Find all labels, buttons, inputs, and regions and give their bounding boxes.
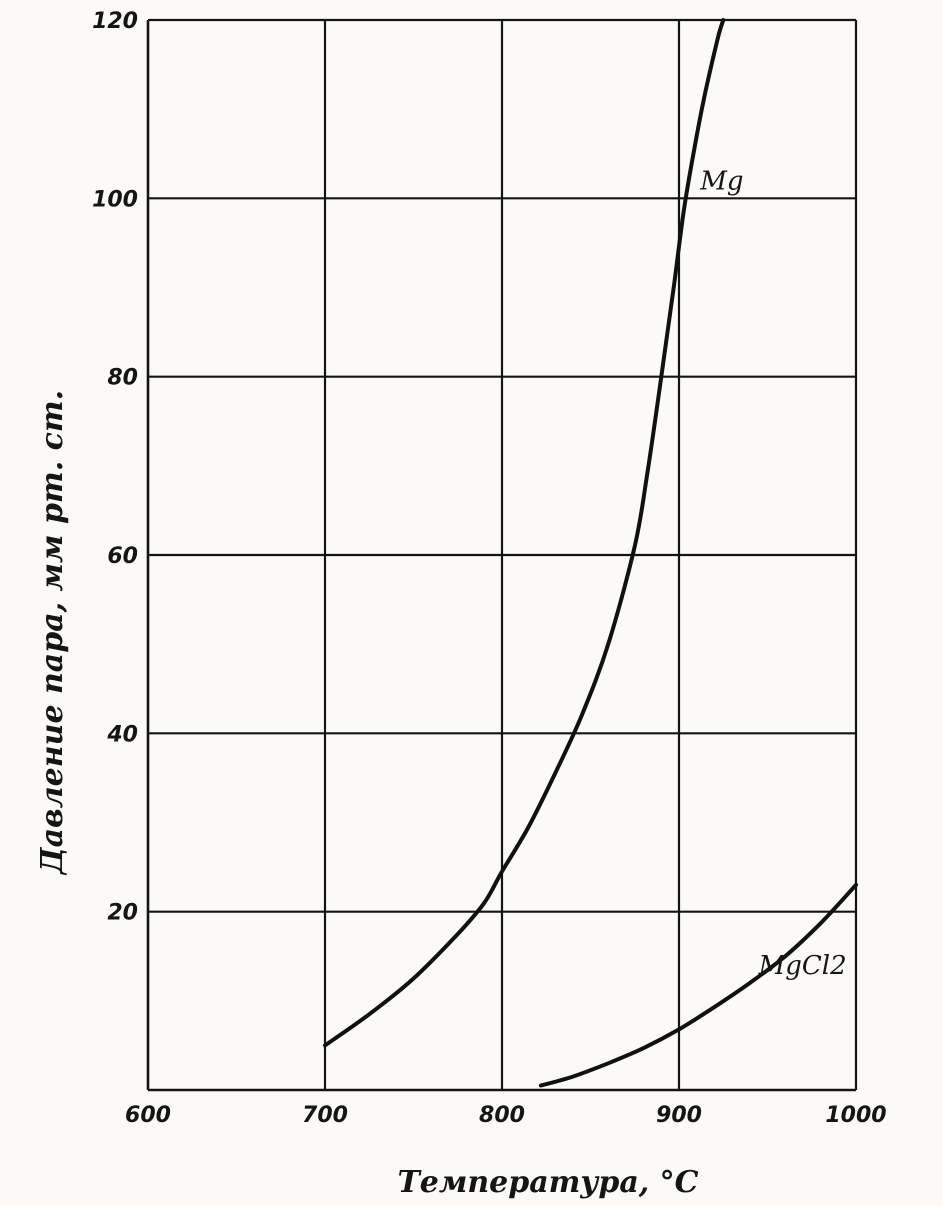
x-axis-title: Температура, °С <box>397 1165 698 1200</box>
axes <box>146 20 856 1092</box>
series-line-mgcl2 <box>538 882 858 1088</box>
series-labels: Mg MgCl2 <box>699 166 846 981</box>
x-tick-label: 600 <box>125 1103 171 1128</box>
x-tick-label: 800 <box>479 1103 525 1128</box>
series <box>323 18 858 1088</box>
y-axis-title: Давление пара, мм рт. ст. <box>35 390 70 876</box>
series-label-mg: Mg <box>699 166 743 196</box>
x-tick-label: 1000 <box>825 1103 886 1128</box>
series-label-mgcl2: MgCl2 <box>758 951 847 981</box>
y-tick-label: 80 <box>107 366 138 391</box>
grid <box>148 18 858 1090</box>
y-tick-label: 20 <box>107 901 138 926</box>
tick-labels: 600 700 800 900 1000 20 40 60 80 100 120 <box>92 9 887 1128</box>
x-tick-label: 900 <box>656 1103 702 1128</box>
y-tick-label: 120 <box>92 9 138 34</box>
y-tick-label: 100 <box>92 187 138 212</box>
series-line-mg <box>323 18 726 1048</box>
y-tick-label: 60 <box>107 544 138 569</box>
x-tick-label: 700 <box>302 1103 348 1128</box>
y-tick-label: 40 <box>106 722 138 747</box>
